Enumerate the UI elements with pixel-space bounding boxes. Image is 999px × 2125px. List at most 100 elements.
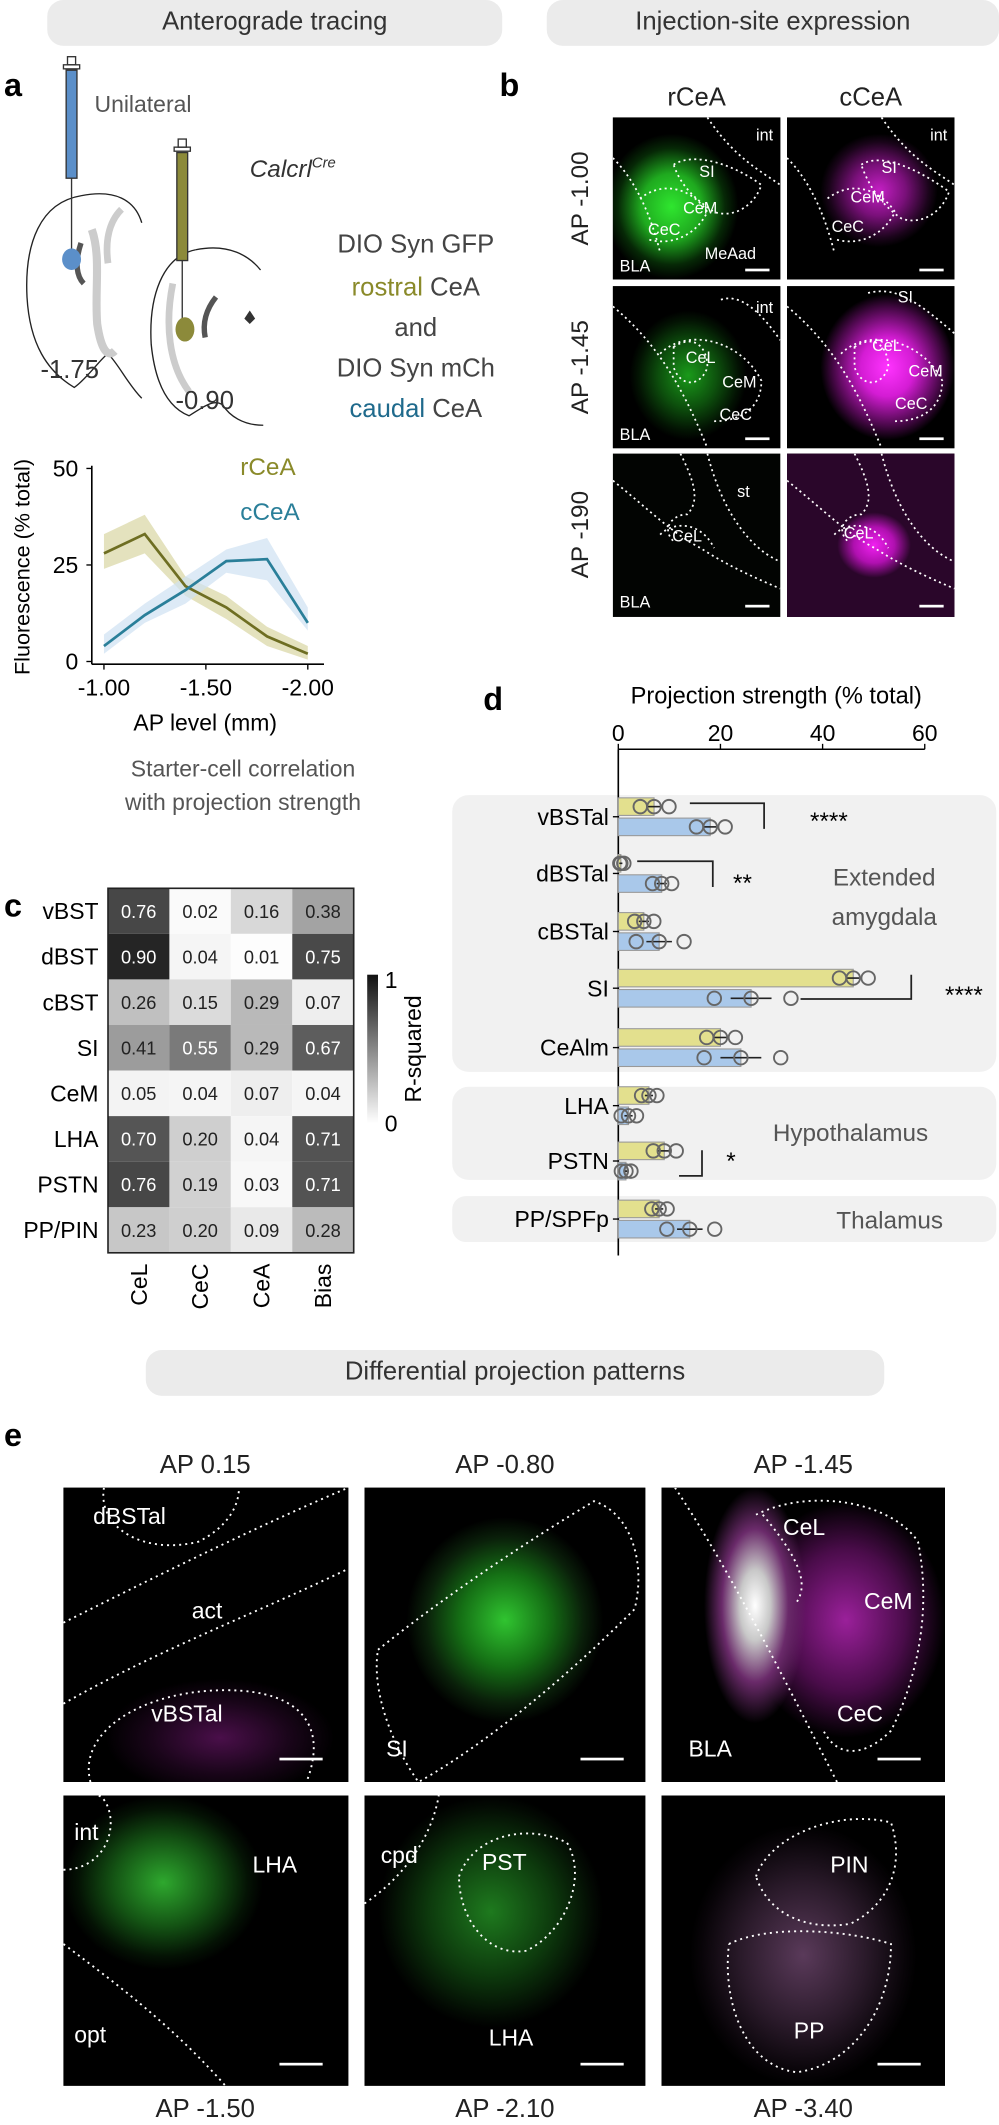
region-label: dBSTal xyxy=(93,1503,166,1530)
region-label: CeM xyxy=(908,361,943,381)
colorbar-min-label: 0 xyxy=(385,1110,398,1136)
dio-syn-gfp-label: DIO Syn GFP xyxy=(337,230,495,260)
rostral-cea-label: rostral CeA xyxy=(352,274,480,304)
region-label: CeL xyxy=(872,336,902,356)
heatmap-cell xyxy=(169,1161,231,1208)
scale-bar xyxy=(745,268,770,272)
category-label: vBSTal xyxy=(537,804,608,830)
heatmap-cell-value: 0.76 xyxy=(121,902,156,922)
data-point xyxy=(651,1201,667,1217)
data-point xyxy=(659,1221,675,1237)
heatmap-cell xyxy=(169,1070,231,1117)
heatmap-cell-value: 0.04 xyxy=(305,1084,340,1104)
syringe-rostral-icon xyxy=(173,138,195,342)
x-tick-label: 0 xyxy=(612,720,625,746)
title-ap-1-45: AP -1.45 xyxy=(753,1451,853,1480)
unilateral-label: Unilateral xyxy=(94,91,192,118)
heatmap-cell-value: 0.71 xyxy=(305,1175,340,1195)
heatmap-cell xyxy=(108,1161,170,1208)
rostral-word: rostral xyxy=(351,274,423,303)
micrograph-ap-2-10: cpd PST LHA xyxy=(364,1795,646,2086)
category-label: SI xyxy=(587,975,609,1001)
heatmap-cell-value: 0.26 xyxy=(121,993,156,1013)
panel-label-e: e xyxy=(4,1417,23,1454)
region-outlines xyxy=(63,1487,349,1782)
region-label: int xyxy=(74,1819,99,1846)
heatmap-cell xyxy=(108,979,170,1025)
data-point xyxy=(654,875,670,892)
heatmap-cell xyxy=(169,1116,231,1162)
region-label: CeM xyxy=(850,187,885,207)
significance-bracket-vbstal xyxy=(689,802,765,829)
heatmap-cell xyxy=(169,1207,231,1253)
dio-syn-mch-label: DIO Syn mCh xyxy=(336,355,495,384)
micrograph-ap-0-15: dBSTal act vBSTal xyxy=(63,1487,349,1782)
injection-schematic xyxy=(26,56,264,426)
panel-label-d: d xyxy=(483,681,504,719)
heatmap-cell-value: 0.38 xyxy=(305,902,340,922)
region-label: vBSTal xyxy=(151,1701,223,1727)
region-label: int xyxy=(930,125,948,145)
row-label-ap-1-90: AP -190 xyxy=(566,490,594,579)
header-anterograde-tracing: Anterograde tracing xyxy=(47,0,503,46)
region-outlines xyxy=(612,297,781,449)
heatmap-cell-value: 0.67 xyxy=(305,1039,340,1059)
significance-bracket-pstn xyxy=(679,1150,703,1177)
region-label: CeC xyxy=(837,1701,883,1727)
data-point xyxy=(845,970,861,986)
region-label: BLA xyxy=(619,592,651,612)
region-label: CeC xyxy=(719,405,752,424)
panel-label-a: a xyxy=(4,67,23,104)
group-label-hypothalamus: Hypothalamus xyxy=(773,1120,928,1147)
heatmap-cell-value: 0.19 xyxy=(182,1175,217,1195)
group-label-thalamus: Thalamus xyxy=(836,1208,943,1235)
significance-stars: * xyxy=(726,1148,736,1175)
region-label: PIN xyxy=(830,1852,869,1878)
column-header-rcea: rCeA xyxy=(667,83,726,113)
heatmap-cell xyxy=(230,933,293,980)
data-point xyxy=(644,875,661,892)
data-point xyxy=(659,1201,675,1217)
category-label: cBSTal xyxy=(537,919,608,945)
region-outlines xyxy=(364,1795,576,1953)
region-label: LHA xyxy=(488,2025,534,2051)
region-label: CeL xyxy=(783,1514,826,1541)
scale-bar xyxy=(919,437,944,441)
heatmap-cell-value: 0.75 xyxy=(305,947,340,967)
heatmap-border xyxy=(107,887,355,1254)
x-tick-label: 40 xyxy=(810,720,836,746)
data-point xyxy=(613,1108,629,1124)
heatmap-cell xyxy=(169,1024,231,1071)
region-label: BLA xyxy=(688,1736,732,1762)
data-point xyxy=(682,1221,698,1237)
data-point xyxy=(623,1163,639,1179)
heatmap-cell-value: 0.41 xyxy=(121,1039,156,1059)
heatmap-cell xyxy=(108,1024,170,1071)
y-tick-label: 0 xyxy=(66,649,79,675)
heatmap-cell xyxy=(292,979,354,1025)
region-label: PP xyxy=(793,2018,825,2044)
heatmap-cell xyxy=(230,1116,293,1162)
heatmap-cell xyxy=(292,1116,354,1162)
heatmap-cell-value: 0.04 xyxy=(244,1130,279,1150)
heatmap-cell xyxy=(108,1207,170,1253)
region-label: CeC xyxy=(831,217,865,237)
data-point xyxy=(661,798,677,815)
data-point xyxy=(707,1221,723,1237)
heatmap-column-label: CeA xyxy=(249,1263,275,1308)
region-outlines xyxy=(674,1487,925,1782)
data-point xyxy=(645,1143,661,1159)
heatmap-cell xyxy=(230,1024,293,1071)
region-label: int xyxy=(756,125,774,145)
colorbar-label: R-squared xyxy=(400,995,426,1102)
data-point xyxy=(668,1143,684,1159)
x-tick-label: -1.00 xyxy=(78,674,130,700)
region-label: CeL xyxy=(672,526,703,546)
significance-bracket-si xyxy=(800,974,913,1000)
region-outlines xyxy=(726,1818,898,2074)
data-point xyxy=(712,1029,729,1046)
y-axis-label: Fluorescence (% total) xyxy=(10,459,35,675)
heatmap-column-label: CeC xyxy=(187,1264,213,1310)
header-injection-site: Injection-site expression xyxy=(546,0,999,46)
heatmap-cell xyxy=(230,1161,293,1208)
